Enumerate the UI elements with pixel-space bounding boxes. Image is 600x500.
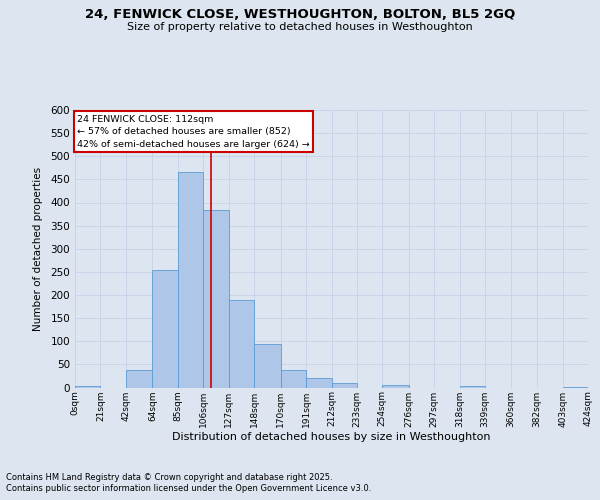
Bar (126, 370, 152, 388)
Bar (382, 385, 409, 388)
Bar (203, 210, 229, 388)
Bar (306, 378, 331, 388)
Text: Contains public sector information licensed under the Open Government Licence v3: Contains public sector information licen… (6, 484, 371, 493)
Y-axis label: Number of detached properties: Number of detached properties (34, 166, 43, 331)
Bar (75, 386, 100, 388)
Bar (460, 386, 485, 388)
Text: Size of property relative to detached houses in Westhoughton: Size of property relative to detached ho… (127, 22, 473, 32)
Bar (281, 370, 306, 388)
Bar (563, 386, 588, 388)
Bar (331, 383, 357, 388)
Bar (254, 344, 281, 388)
Text: 24, FENWICK CLOSE, WESTHOUGHTON, BOLTON, BL5 2GQ: 24, FENWICK CLOSE, WESTHOUGHTON, BOLTON,… (85, 8, 515, 20)
Text: 24 FENWICK CLOSE: 112sqm
← 57% of detached houses are smaller (852)
42% of semi-: 24 FENWICK CLOSE: 112sqm ← 57% of detach… (77, 114, 310, 148)
Bar (178, 172, 203, 388)
Bar (152, 270, 178, 388)
X-axis label: Distribution of detached houses by size in Westhoughton: Distribution of detached houses by size … (172, 432, 491, 442)
Bar (229, 300, 254, 388)
Text: Contains HM Land Registry data © Crown copyright and database right 2025.: Contains HM Land Registry data © Crown c… (6, 472, 332, 482)
